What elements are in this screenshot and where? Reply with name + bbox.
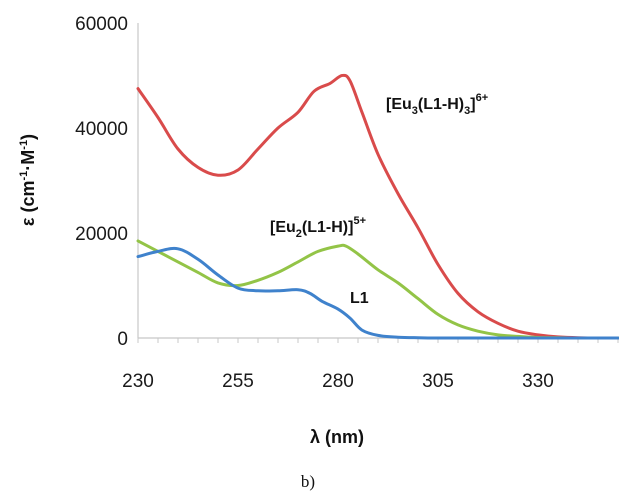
y-axis-title: ε (cm-1·M-1) <box>18 134 38 226</box>
y-tick-label: 0 <box>117 329 128 350</box>
l1-series-line <box>136 246 619 340</box>
x-tick-label: 230 <box>122 371 154 392</box>
x-tick-labels: 230 255 280 305 330 <box>122 371 554 392</box>
x-tick-label: 330 <box>522 371 554 392</box>
x-axis-title: λ (nm) <box>310 427 364 447</box>
series-label-eu2: [Eu2(L1-H)]5+ <box>270 215 366 240</box>
y-tick-label: 20000 <box>75 224 128 245</box>
figure-caption: b) <box>301 472 315 491</box>
y-tick-label: 60000 <box>75 14 128 35</box>
y-tick-label: 40000 <box>75 119 128 140</box>
eu2-series-line <box>136 239 619 340</box>
series-label-eu3: [Eu3(L1-H)3]6+ <box>386 92 488 117</box>
series-lines <box>136 73 619 340</box>
series-label-l1: L1 <box>350 290 369 307</box>
x-tick-label: 305 <box>422 371 454 392</box>
y-tick-labels: 0 20000 40000 60000 <box>75 14 128 350</box>
x-tick-label: 255 <box>222 371 254 392</box>
x-tick-label: 280 <box>322 371 354 392</box>
x-tick-marks <box>137 338 619 343</box>
eu3-series-line <box>136 73 619 340</box>
